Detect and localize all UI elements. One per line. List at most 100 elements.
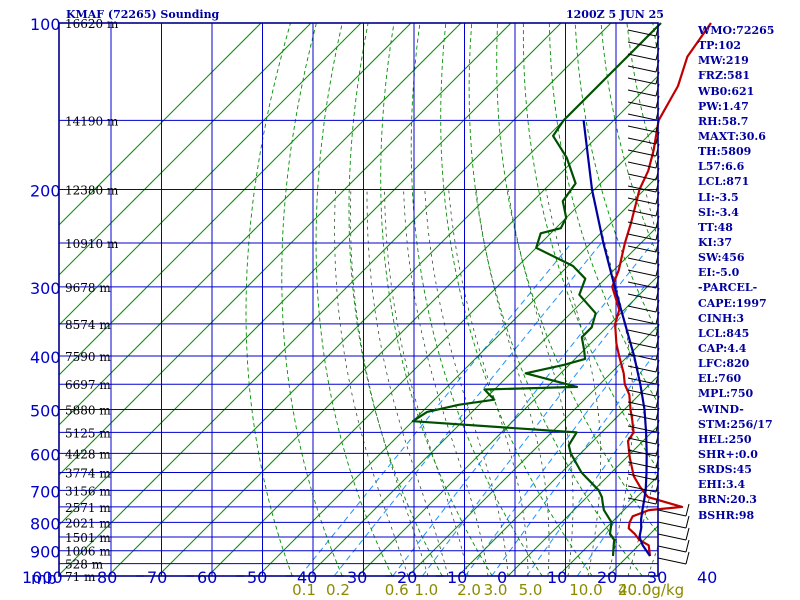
- pressure-tick-label: 900: [30, 543, 61, 562]
- wind-barb-shaft: [627, 77, 657, 85]
- mixing-ratio-line: [299, 242, 572, 577]
- wind-barb-shaft: [657, 509, 687, 517]
- index-line: MAXT:30.6: [698, 129, 766, 143]
- mixing-ratio-label: 3.0: [484, 581, 508, 599]
- wind-barb-shaft: [627, 221, 657, 229]
- index-line: TT:48: [698, 220, 733, 234]
- height-label: 5880 m: [65, 404, 111, 418]
- index-line: CAPE:1997: [698, 296, 767, 310]
- height-label: 14190 m: [65, 114, 119, 128]
- height-label: 3774 m: [65, 467, 111, 481]
- index-line: L57:6.6: [698, 160, 745, 174]
- moist-adiabat: [350, 189, 429, 577]
- wind-barb-shaft: [627, 413, 657, 421]
- wind-barb-shaft: [627, 89, 657, 97]
- isotherm: [58, 22, 262, 226]
- wind-barb-shaft: [627, 209, 657, 217]
- pressure-tick-label: 300: [30, 279, 61, 298]
- temperature-tick-label: 80: [97, 568, 117, 587]
- wind-barb-shaft: [627, 245, 657, 253]
- index-line: SHR+:0.0: [698, 447, 758, 461]
- wind-barb-shaft: [627, 185, 657, 193]
- wind-barb-shaft: [627, 389, 657, 397]
- wind-barb-shaft: [627, 437, 657, 445]
- isotherm: [157, 75, 659, 577]
- wind-barb-shaft: [627, 137, 657, 145]
- height-label: 3156 m: [65, 484, 111, 498]
- wind-barb-shaft: [627, 197, 657, 205]
- height-label: 12380 m: [65, 183, 119, 197]
- wind-barb-shaft: [627, 53, 657, 61]
- index-line: TH:5809: [698, 145, 752, 159]
- isotherm: [58, 22, 462, 426]
- height-label: 9678 m: [65, 281, 111, 295]
- height-label: 5125 m: [65, 426, 111, 440]
- index-line: SRDS:45: [698, 463, 752, 477]
- plot-frame: [58, 22, 659, 577]
- isotherm: [58, 22, 312, 276]
- dry-adiabat: [652, 22, 657, 46]
- index-line: MW:219: [698, 54, 749, 68]
- temperature-tick-label: 20: [597, 568, 617, 587]
- wind-barb-shaft: [627, 473, 657, 481]
- wind-barb-shaft: [627, 65, 657, 73]
- height-label: 71 m: [65, 570, 96, 584]
- index-line: TP:102: [698, 39, 742, 53]
- wind-barb-shaft: [657, 545, 687, 553]
- dry-adiabat: [574, 22, 658, 331]
- mixing-ratio-label: 0.1: [292, 581, 316, 599]
- temperature-tick-label: 40: [697, 568, 717, 587]
- index-line: EI:-5.0: [698, 266, 740, 280]
- index-line: RH:58.7: [698, 114, 749, 128]
- mixing-ratio-line: [333, 242, 602, 577]
- pressure-tick-label: 600: [30, 445, 61, 464]
- wind-barb-shaft: [627, 41, 657, 49]
- height-label: 16620 m: [65, 17, 119, 31]
- sounding-title: KMAF (72265) Sounding: [66, 8, 220, 21]
- wind-barb-shaft: [627, 125, 657, 133]
- mixing-ratio-label: 1.0: [414, 581, 438, 599]
- wind-barb-flag: [685, 551, 690, 565]
- wind-barb-shaft: [627, 161, 657, 169]
- wind-barb-shaft: [627, 425, 657, 433]
- index-line: KI:37: [698, 235, 733, 249]
- temperature-tick-label: 70: [147, 568, 167, 587]
- wind-barb-shaft: [627, 149, 657, 157]
- dewpoint-trace: [411, 22, 662, 557]
- moist-adiabat: [647, 546, 659, 577]
- index-line: SW:456: [698, 251, 745, 265]
- height-label: 528 m: [65, 558, 104, 572]
- index-line: BRN:20.3: [698, 493, 757, 507]
- wind-barb-shaft: [627, 377, 657, 385]
- wind-barb-shaft: [627, 449, 657, 457]
- wind-barb-flag: [685, 515, 690, 529]
- wind-barb-shaft: [627, 233, 657, 241]
- wind-barb-shaft: [627, 353, 657, 361]
- pressure-tick-label: 1000: [22, 568, 63, 587]
- wind-barb-shaft: [627, 173, 657, 181]
- wind-barb-shaft: [627, 305, 657, 313]
- temperature-tick-label: 0: [497, 568, 507, 587]
- wind-barb-shaft: [657, 557, 687, 565]
- mixing-ratio-label: 0.2: [326, 581, 350, 599]
- mixing-ratio-label: 20.0: [618, 581, 651, 599]
- wind-barb-shaft: [627, 101, 657, 109]
- index-line: CAP:4.4: [698, 341, 747, 355]
- index-line: LCL:845: [698, 326, 750, 340]
- index-line: LCL:871: [698, 175, 750, 189]
- pressure-tick-label: 100: [30, 15, 61, 34]
- wind-barb-shaft: [627, 269, 657, 277]
- temperature-tick-label: 10: [547, 568, 567, 587]
- index-line: PW:1.47: [698, 99, 749, 113]
- index-line: LI:-3.5: [698, 190, 739, 204]
- height-label: 2021 m: [65, 516, 111, 530]
- isotherm: [58, 22, 512, 476]
- wind-barb-shaft: [627, 485, 657, 493]
- wind-barb-shaft: [657, 533, 687, 541]
- moist-adiabat: [507, 189, 574, 577]
- mixing-ratio-label: 40.0g/kg: [618, 581, 684, 599]
- index-line: EHI:3.4: [698, 478, 746, 492]
- index-line: EL:760: [698, 372, 742, 386]
- isotherm: [357, 275, 659, 577]
- index-line: -WIND-: [698, 402, 744, 416]
